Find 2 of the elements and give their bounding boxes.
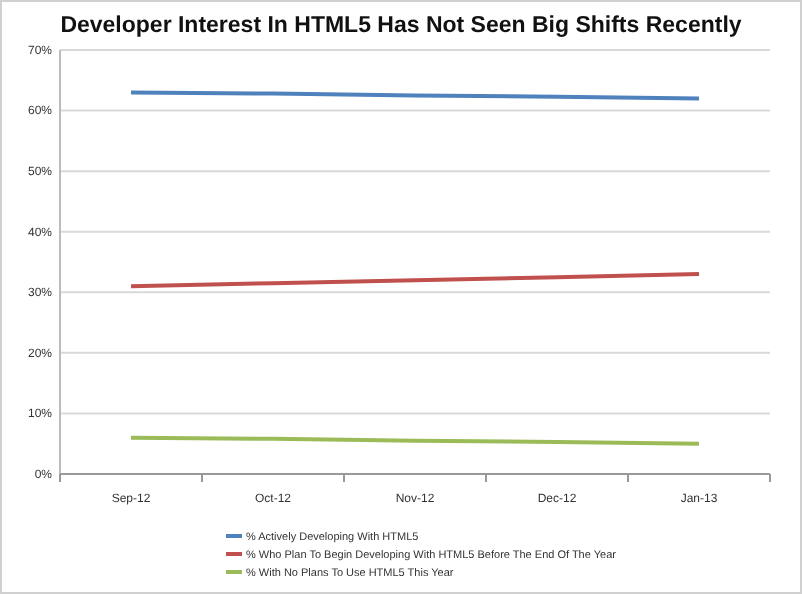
chart-title: Developer Interest In HTML5 Has Not Seen Big Shifts Recently xyxy=(60,14,743,38)
line-series xyxy=(129,272,701,289)
